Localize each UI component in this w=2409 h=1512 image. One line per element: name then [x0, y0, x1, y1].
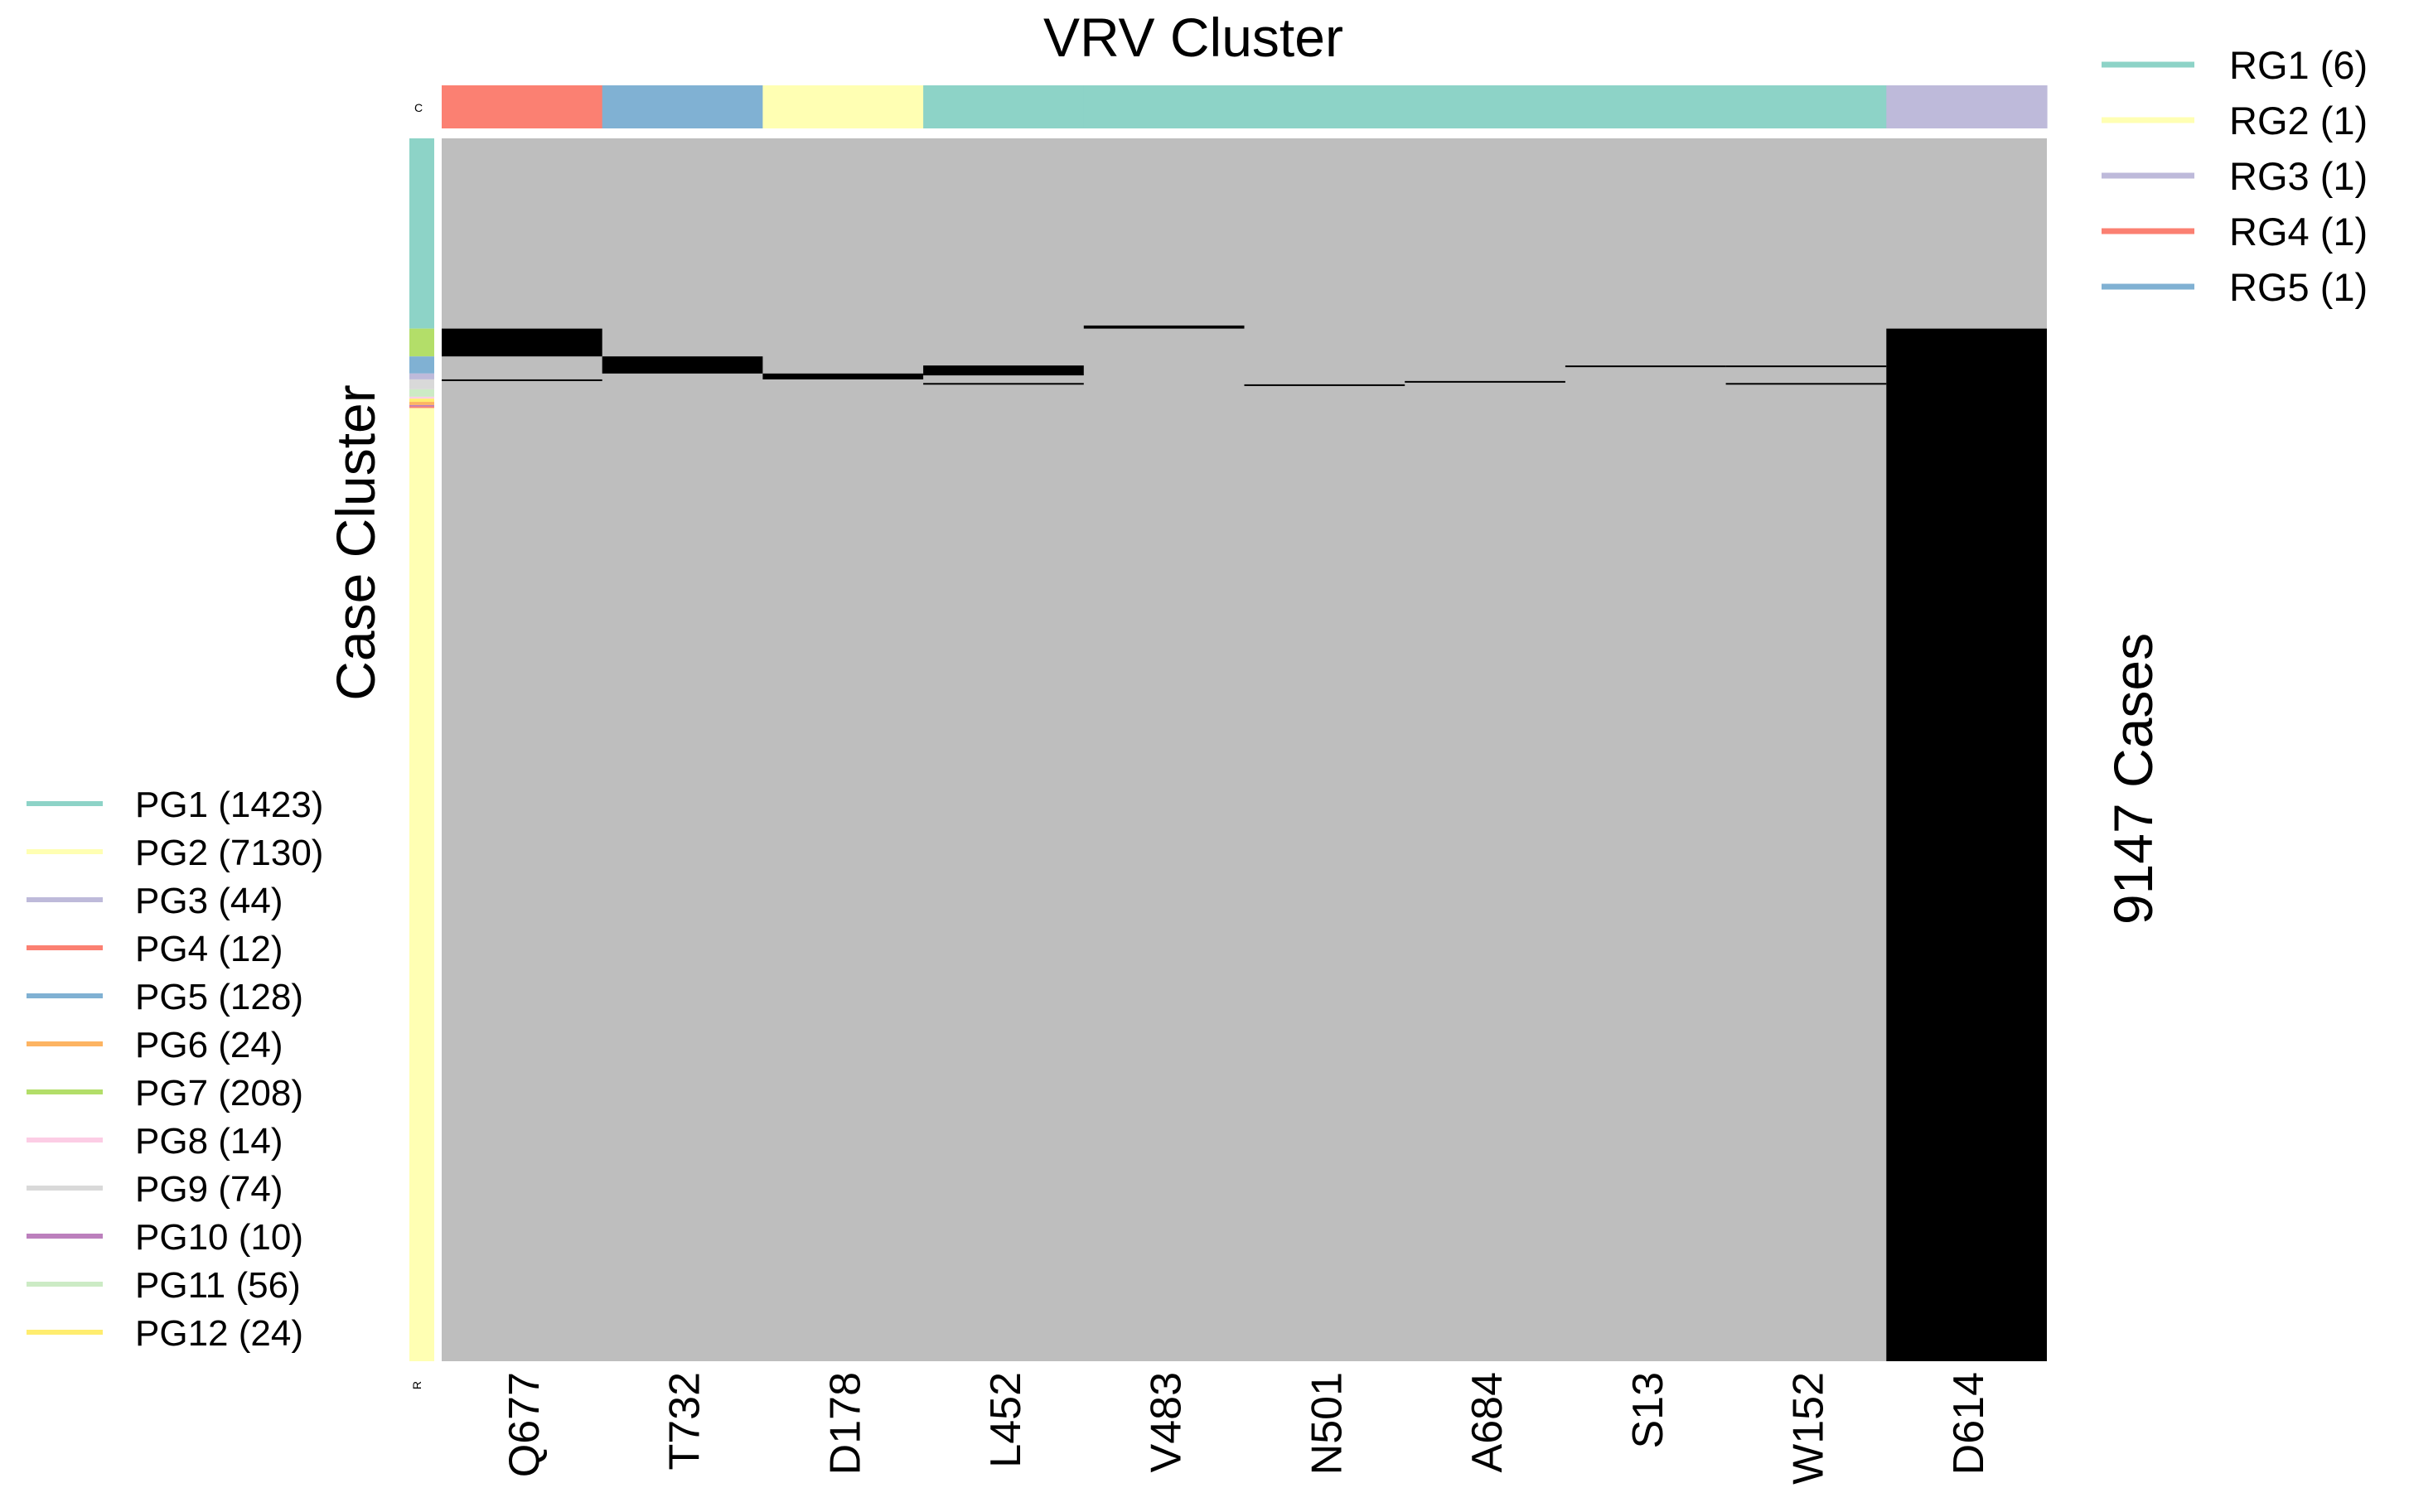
mutation-block: [1565, 365, 1726, 368]
mutation-block: [1886, 328, 2047, 1361]
top-track-label: C: [414, 101, 423, 114]
column-label: L452: [982, 1372, 1030, 1468]
bottom-track-label: R: [410, 1381, 423, 1389]
mutation-block: [442, 328, 602, 357]
row-group-cell: [409, 399, 434, 403]
mutation-block: [1405, 380, 1565, 383]
mutation-blocks: [442, 325, 2047, 1361]
column-label: N501: [1303, 1372, 1351, 1475]
heatmap-background: [442, 138, 2047, 1361]
legend-label: PG12 (24): [135, 1313, 303, 1354]
column-group-cell: [923, 85, 1085, 128]
row-group-cell: [409, 138, 434, 329]
legend-label: PG5 (128): [135, 977, 303, 1017]
row-group-cell: [409, 389, 434, 397]
legend-label: RG4 (1): [2229, 210, 2368, 254]
column-label: T732: [661, 1372, 709, 1471]
column-label: D614: [1945, 1372, 1993, 1475]
mutation-block: [1725, 383, 1887, 385]
y-axis-label: Case Cluster: [325, 384, 386, 700]
row-group-cell: [409, 404, 434, 407]
row-group-cell: [409, 402, 434, 405]
mutation-block: [1725, 365, 1887, 368]
row-group-track: [409, 138, 434, 1362]
column-group-cell: [762, 85, 924, 128]
row-group-legend: PG1 (1423) PG2 (7130) PG3 (44) PG4 (12) PG5 …: [27, 785, 323, 1354]
legend-label: PG8 (14): [135, 1121, 283, 1162]
row-group-cell: [409, 373, 434, 379]
row-group-cell: [409, 379, 434, 389]
row-group-cell: [409, 396, 434, 399]
column-labels: Q677 T732 D178 L452 V483 N501 A684 S13 W152 D614: [501, 1372, 1993, 1485]
legend-label: PG6 (24): [135, 1025, 283, 1065]
mutation-block: [1244, 384, 1405, 386]
legend-label: PG7 (208): [135, 1073, 303, 1113]
legend-label: RG2 (1): [2229, 99, 2368, 143]
mutation-block: [1083, 325, 1245, 329]
legend-label: RG1 (6): [2229, 43, 2368, 87]
column-label: W152: [1784, 1372, 1832, 1485]
column-group-cell: [1725, 85, 1887, 128]
mutation-block: [442, 379, 602, 381]
column-group-cell: [1244, 85, 1405, 128]
legend-label: RG5 (1): [2229, 265, 2368, 309]
legend-label: PG4 (12): [135, 929, 283, 969]
row-group-cell: [409, 356, 434, 374]
column-label: Q677: [501, 1372, 549, 1477]
column-group-cell: [602, 85, 763, 128]
row-group-cell: [409, 328, 434, 357]
mutation-block: [762, 373, 924, 379]
column-label: A684: [1463, 1372, 1512, 1472]
row-group-cell: [409, 408, 434, 1362]
legend-label: PG2 (7130): [135, 833, 323, 873]
legend-label: PG9 (74): [135, 1169, 283, 1210]
total-cases-label: 9147 Cases: [2102, 633, 2164, 925]
column-group-cell: [1083, 85, 1246, 128]
mutation-block: [923, 365, 1084, 376]
column-group-cell: [1405, 85, 1566, 128]
column-label: S13: [1624, 1372, 1672, 1449]
column-group-track: [442, 85, 2048, 128]
column-label: V483: [1143, 1372, 1191, 1472]
legend-label: PG11 (56): [135, 1265, 301, 1306]
legend-label: PG3 (44): [135, 881, 283, 921]
legend-label: RG3 (1): [2229, 154, 2368, 198]
chart-title: VRV Cluster: [1043, 7, 1343, 68]
column-group-cell: [442, 85, 603, 128]
column-group-cell: [1886, 85, 2048, 128]
legend-label: PG10 (10): [135, 1217, 303, 1258]
row-group-cell: [409, 406, 434, 408]
column-group-cell: [1565, 85, 1727, 128]
mutation-block: [602, 356, 763, 374]
column-group-legend: RG1 (6) RG2 (1) RG3 (1) RG4 (1) RG5 (1): [2102, 43, 2368, 309]
legend-label: PG1 (1423): [135, 785, 323, 825]
column-label: D178: [821, 1372, 869, 1475]
mutation-block: [923, 383, 1084, 385]
